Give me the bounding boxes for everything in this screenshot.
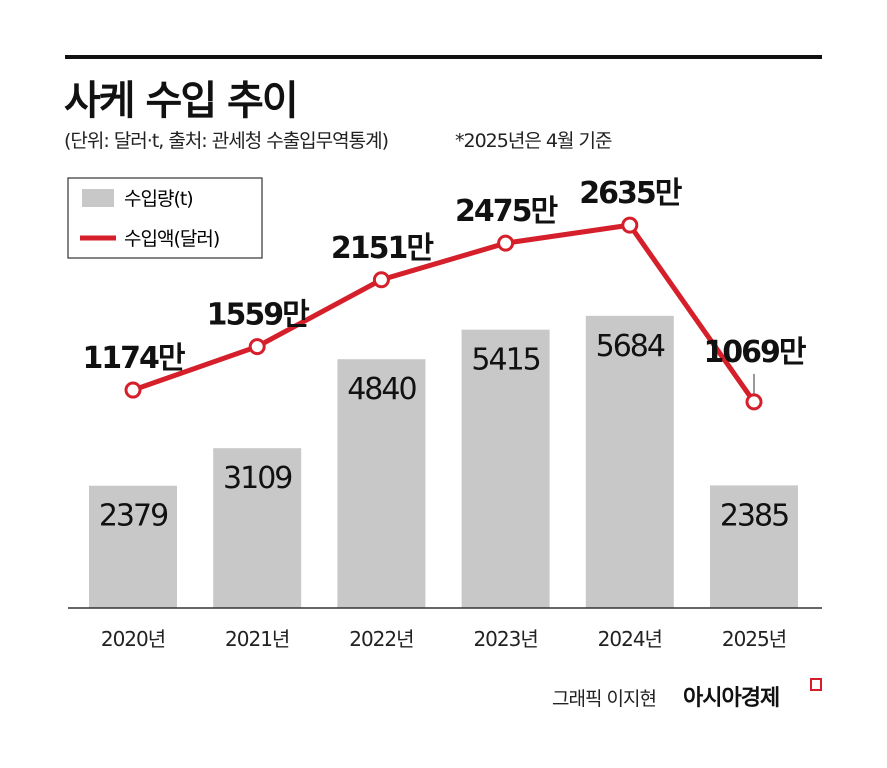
line-point-2 [372,271,390,289]
x-tick-label: 2022년 [349,627,413,651]
line-value-label: 1559만 [207,298,310,333]
chart-title: 사케 수입 추이 [64,78,299,124]
line-value-label: 2475만 [455,194,558,229]
chart-subtitle: (단위: 달러·t, 출처: 관세청 수출입무역통계) [64,130,389,152]
line-point-1 [248,338,266,356]
line-value-label: 1069만 [703,335,806,370]
x-tick-label: 2023년 [473,627,537,651]
legend-label-line: 수입액(달러) [124,228,219,250]
chart-note: *2025년은 4월 기준 [455,130,612,152]
graphic-credit: 그래픽 이지현 [552,688,657,710]
line-value-label: 1174만 [82,341,185,376]
line-point-0 [124,381,142,399]
bar-value-label: 4840 [347,372,416,407]
bar-4 [585,315,674,608]
brand-logo: 아시아경제 [683,686,780,711]
x-tick-label: 2020년 [101,627,165,651]
bar-value-label: 5684 [596,329,665,364]
brand-mark-icon [810,678,822,691]
legend-swatch-bar [82,189,114,207]
x-tick-label: 2021년 [225,627,289,651]
line-series [132,222,757,404]
bar-0 [89,485,177,608]
x-tick-label: 2025년 [722,627,786,651]
bar-2 [337,359,426,608]
bar-1 [213,448,302,608]
top-rule [65,55,822,59]
line-point-3 [497,234,515,252]
bar-value-label: 5415 [471,343,539,378]
bar-5 [710,485,798,608]
line-point-5 [745,393,763,411]
line-value-label: 2151만 [331,231,434,266]
bar-value-label: 2385 [720,498,788,533]
legend-label-bar: 수입량(t) [124,188,193,210]
line-value-label: 2635만 [579,176,682,211]
bar-3 [461,329,550,608]
line-point-4 [621,216,639,234]
x-tick-label: 2024년 [598,627,662,651]
bar-value-label: 2379 [99,499,167,534]
bar-value-label: 3109 [223,461,291,496]
legend: 수입량(t) 수입액(달러) [67,177,263,259]
